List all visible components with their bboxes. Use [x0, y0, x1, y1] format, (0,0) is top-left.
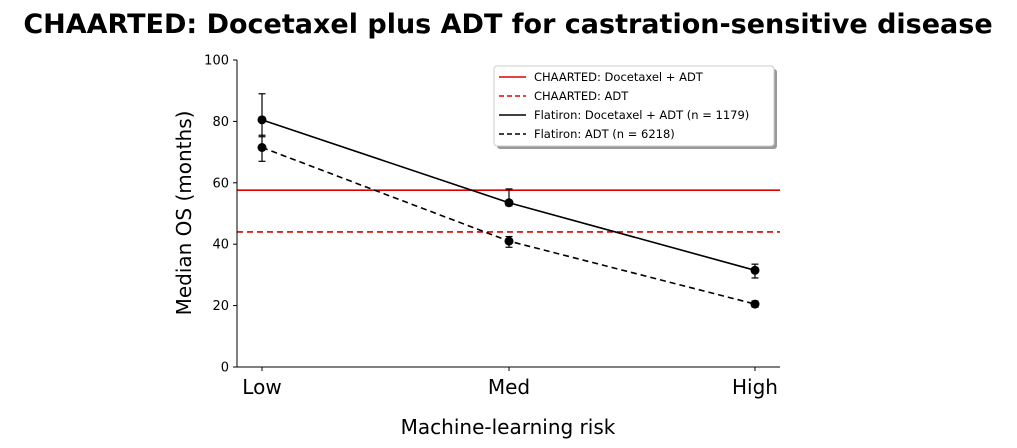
y-axis-label: Median OS (months)	[172, 111, 196, 316]
chart-title: CHAARTED: Docetaxel plus ADT for castrat…	[23, 9, 992, 40]
data-point	[750, 299, 760, 309]
legend-label-0: CHAARTED: Docetaxel + ADT	[534, 70, 704, 84]
series-group	[257, 93, 760, 309]
y-ticks: 0 20 40 60 80 100	[204, 54, 237, 376]
x-tick-label: Med	[488, 375, 530, 399]
series-line-1	[261, 146, 756, 305]
legend-label-3: Flatiron: ADT (n = 6218)	[534, 127, 675, 141]
legend: CHAARTED: Docetaxel + ADT CHAARTED: ADT Fl…	[493, 65, 777, 149]
data-point	[257, 115, 267, 125]
data-point	[504, 236, 514, 246]
legend-label-2: Flatiron: Docetaxel + ADT (n = 1179)	[534, 108, 749, 122]
y-tick-label: 40	[212, 238, 229, 253]
y-tick-label: 0	[221, 361, 229, 376]
data-point	[750, 265, 760, 275]
y-tick-label: 100	[204, 54, 229, 69]
y-tick-label: 20	[212, 299, 229, 314]
legend-label-1: CHAARTED: ADT	[534, 89, 629, 103]
x-tick-label: High	[732, 375, 778, 399]
x-ticks: Low Med High	[242, 367, 778, 399]
data-point	[257, 142, 267, 152]
y-tick-label: 80	[212, 115, 229, 130]
y-tick-label: 60	[212, 176, 229, 191]
x-tick-label: Low	[242, 375, 281, 399]
data-point	[504, 198, 514, 208]
legend-box	[493, 65, 775, 147]
x-axis-label: Machine-learning risk	[401, 415, 616, 439]
